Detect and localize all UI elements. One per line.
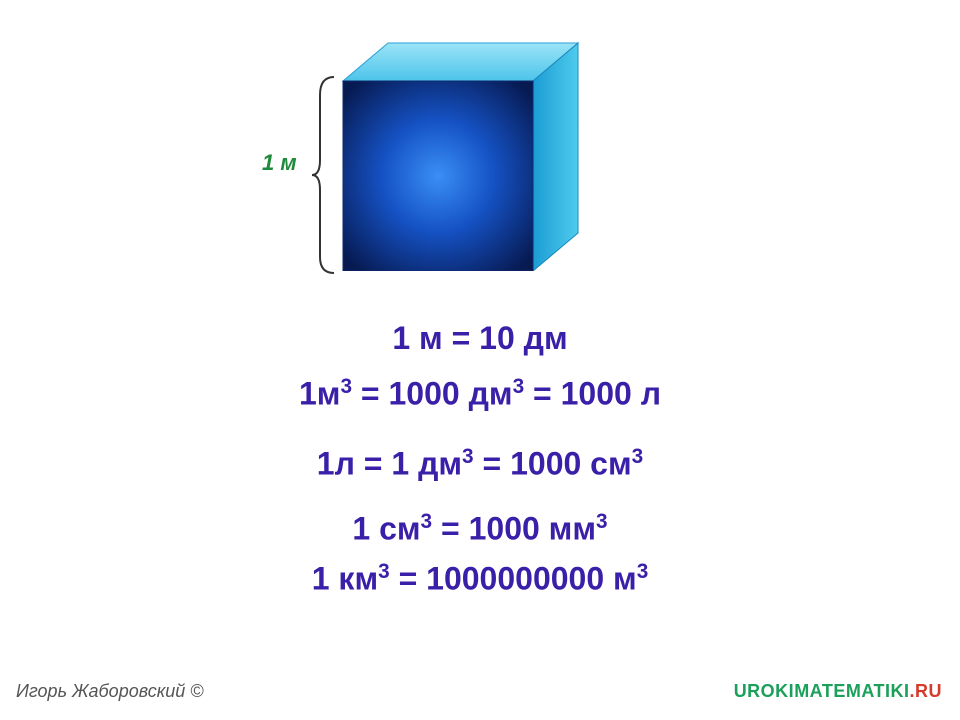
- cube-dimension-label: 1 м: [262, 150, 297, 176]
- site-credit-part2: MATEMATIKI: [794, 681, 909, 701]
- eq4-sup1: 3: [421, 510, 433, 533]
- eq2-sup2: 3: [513, 375, 525, 398]
- equation-5: 1 км3 = 1000000000 м3: [0, 560, 960, 598]
- eq1-rhs: 10 дм: [479, 320, 567, 356]
- cube-side-face: [533, 43, 578, 271]
- eq2-rhs: = 1000 л: [524, 376, 661, 412]
- site-credit: UROKIMATEMATIKI.RU: [734, 681, 942, 702]
- eq4-lhs: 1 см: [352, 511, 420, 547]
- eq5-sup2: 3: [637, 560, 649, 583]
- eq4-sup2: 3: [596, 510, 608, 533]
- cube-front-face: [343, 81, 533, 271]
- eq3-mid: = 1000 см: [474, 446, 632, 482]
- eq2-lhs: 1м: [299, 376, 340, 412]
- equation-2: 1м3 = 1000 дм3 = 1000 л: [0, 375, 960, 413]
- eq3-sup2: 3: [632, 445, 644, 468]
- eq2-sup1: 3: [340, 375, 352, 398]
- eq1-lhs: 1 м: [392, 320, 442, 356]
- eq5-mid: = 1000000000 м: [390, 561, 637, 597]
- equation-1: 1 м = 10 дм: [0, 320, 960, 357]
- cube-figure: [333, 36, 593, 271]
- eq5-lhs: 1 км: [312, 561, 378, 597]
- equation-3: 1л = 1 дм3 = 1000 см3: [0, 445, 960, 483]
- site-credit-part1: UROKI: [734, 681, 795, 701]
- equation-4: 1 см3 = 1000 мм3: [0, 510, 960, 548]
- author-credit: Игорь Жаборовский ©: [16, 681, 204, 702]
- eq5-sup1: 3: [378, 560, 390, 583]
- site-credit-ru: .RU: [910, 681, 943, 701]
- eq4-mid: = 1000 мм: [432, 511, 596, 547]
- eq2-mid: = 1000 дм: [352, 376, 513, 412]
- eq3-lhs: 1л = 1 дм: [317, 446, 462, 482]
- eq3-sup1: 3: [462, 445, 474, 468]
- eq1-eq: =: [443, 320, 479, 356]
